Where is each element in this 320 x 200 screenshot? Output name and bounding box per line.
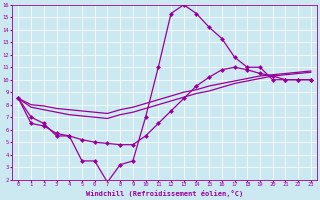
- X-axis label: Windchill (Refroidissement éolien,°C): Windchill (Refroidissement éolien,°C): [86, 190, 243, 197]
